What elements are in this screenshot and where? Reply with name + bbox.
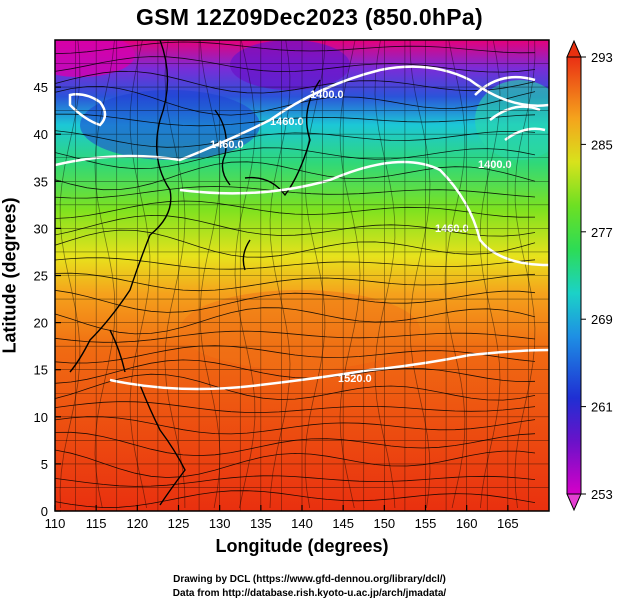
y-tick-label: 35 [34, 174, 48, 189]
streamline [339, 40, 361, 509]
y-tick-label: 5 [41, 457, 48, 472]
streamline [55, 359, 536, 384]
wind-streamlines [55, 40, 536, 509]
streamline [55, 130, 536, 148]
y-tick-label: 15 [34, 363, 48, 378]
colorbar-tick-label: 285 [591, 137, 613, 152]
streamline [164, 40, 186, 509]
colorbar-upper-arrow [566, 39, 582, 58]
streamline [269, 40, 291, 509]
y-tick-label: 0 [41, 504, 48, 519]
x-tick-label: 120 [126, 516, 148, 531]
y-tick-label: 20 [34, 316, 48, 331]
cold-pocket-north [230, 40, 350, 90]
x-tick-label: 150 [373, 516, 395, 531]
y-axis-ticks: 0 5 10 15 20 25 30 35 40 45 [34, 80, 61, 519]
streamline [199, 40, 221, 509]
streamline [55, 490, 536, 508]
map-title: GSM 12Z09Dec2023 (850.0hPa) [136, 4, 483, 30]
streamline [55, 214, 536, 237]
contour-labels: 1400.0 1460.0 1460.0 1460.0 1400.0 1520.… [210, 89, 512, 385]
colorbar-ticks: 253 261 269 277 285 293 [581, 50, 613, 502]
streamline [55, 475, 536, 487]
x-tick-label: 160 [456, 516, 478, 531]
colorbar [566, 56, 582, 495]
y-tick-label: 40 [34, 127, 48, 142]
streamline [55, 56, 536, 73]
streamline [55, 41, 536, 55]
x-tick-label: 130 [209, 516, 231, 531]
streamline [55, 307, 536, 335]
x-tick-label: 140 [291, 516, 313, 531]
streamline [55, 373, 536, 401]
streamline [55, 113, 536, 127]
contour-lines [55, 65, 549, 391]
y-tick-label: 30 [34, 221, 48, 236]
contour-label: 1460.0 [210, 139, 244, 151]
streamline [514, 40, 536, 509]
data-source-credit: Data from http://database.rish.kyoto-u.a… [172, 588, 447, 599]
y-axis-label: Latitude (degrees) [0, 197, 20, 354]
graticule [55, 40, 549, 511]
streamline [304, 40, 326, 509]
streamline [55, 401, 536, 413]
streamline [55, 229, 536, 258]
streamline [234, 40, 256, 509]
y-tick-label: 10 [34, 410, 48, 425]
contour-label: 1400.0 [478, 159, 512, 171]
x-axis-ticks: 110 115 120 125 130 135 140 145 150 155 160 165 [45, 505, 519, 531]
colorbar-tick-label: 261 [591, 400, 613, 415]
y-tick-label: 25 [34, 269, 48, 284]
streamline [55, 272, 536, 292]
contour-label: 1400.0 [310, 89, 344, 101]
colorbar-tick-label: 269 [591, 312, 613, 327]
x-axis-label: Longitude (degrees) [215, 536, 389, 556]
x-tick-label: 165 [497, 516, 519, 531]
x-tick-label: 155 [415, 516, 437, 531]
x-tick-label: 110 [45, 516, 66, 531]
streamline [55, 449, 536, 478]
y-tick-label: 45 [34, 80, 48, 95]
streamline [129, 40, 151, 509]
streamline [55, 86, 536, 116]
streamline [479, 40, 501, 509]
x-tick-label: 135 [250, 516, 272, 531]
streamline [59, 40, 81, 509]
colorbar-tick-label: 277 [591, 225, 613, 240]
streamline [55, 70, 536, 94]
streamline [409, 40, 431, 509]
contour-label: 1520.0 [338, 373, 372, 385]
contour-label: 1460.0 [435, 223, 469, 235]
drawing-credit: Drawing by DCL (https://www.gfd-dennou.o… [173, 574, 446, 585]
streamline [374, 40, 396, 509]
warm-pocket-south [180, 290, 420, 370]
streamline [55, 200, 536, 219]
streamline [55, 161, 536, 191]
x-tick-label: 125 [168, 516, 190, 531]
colorbar-lower-arrow [566, 493, 582, 512]
x-tick-label: 115 [86, 516, 107, 531]
streamline [55, 147, 536, 170]
contour-label: 1460.0 [270, 116, 304, 128]
streamline [55, 289, 536, 313]
x-tick-label: 145 [332, 516, 354, 531]
streamline [55, 431, 536, 457]
cool-pocket-east [475, 80, 549, 160]
streamline [55, 330, 536, 343]
streamline [55, 257, 536, 270]
streamline [55, 416, 536, 435]
colorbar-tick-label: 253 [591, 487, 613, 502]
colorbar-tick-label: 293 [591, 50, 613, 65]
